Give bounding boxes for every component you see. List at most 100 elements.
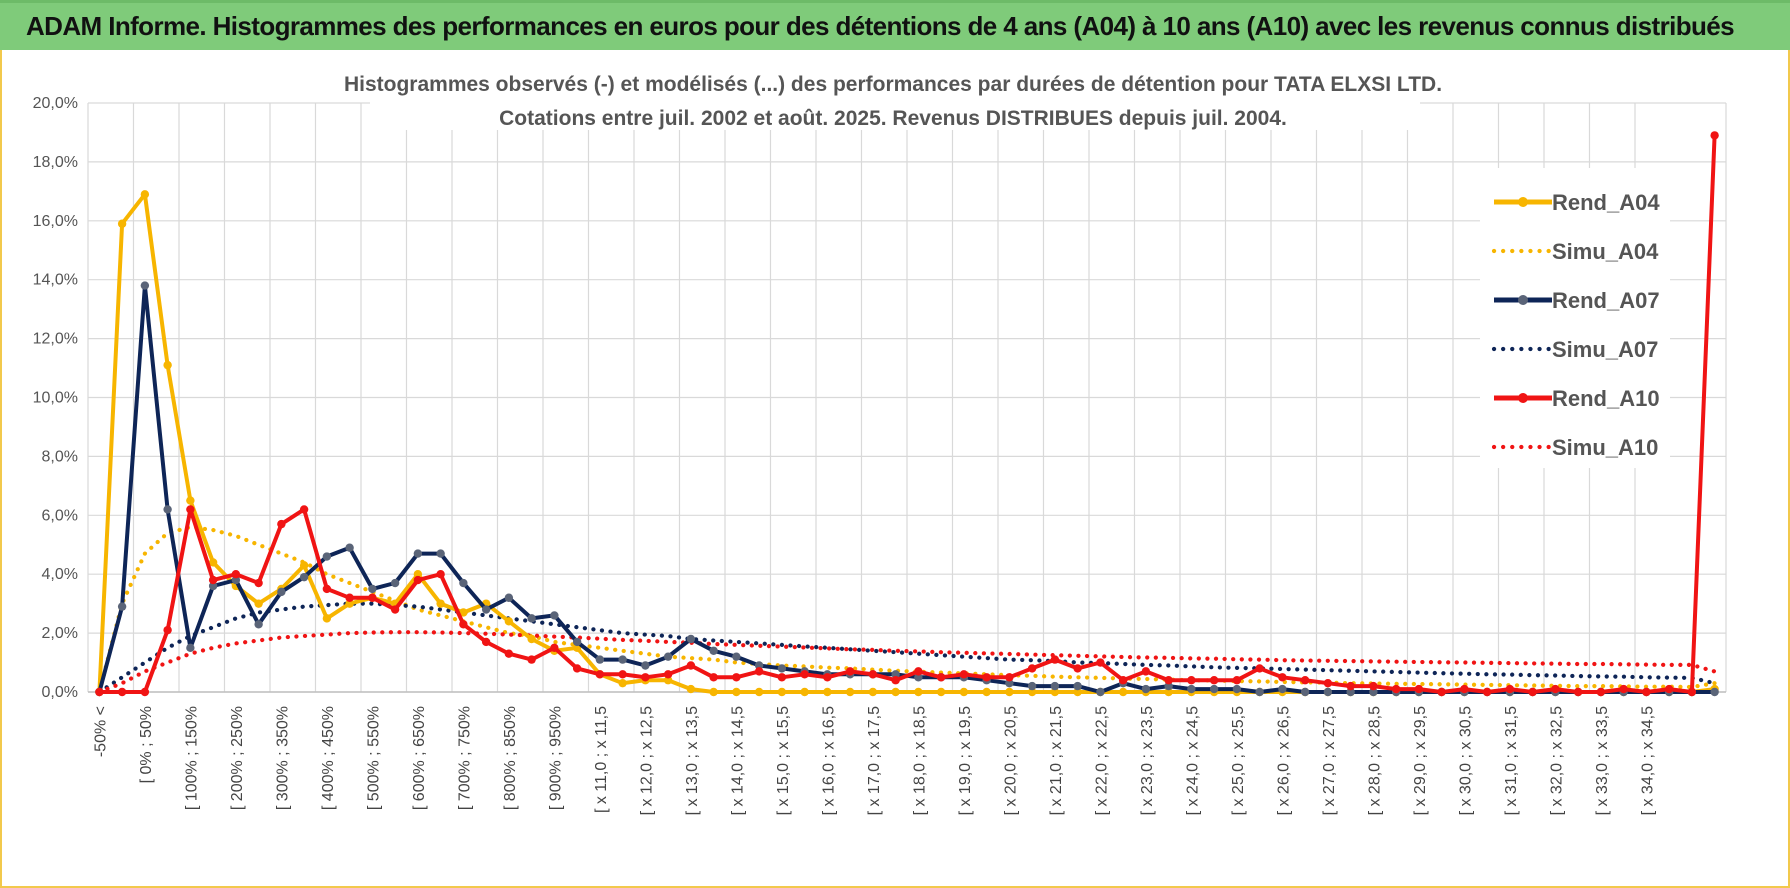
point-rend-a10 (1005, 673, 1014, 682)
point-rend-a10 (299, 505, 309, 514)
y-tick-label: 14,0% (33, 272, 78, 289)
point-rend-a10 (1050, 655, 1060, 664)
x-tick-label: [ 300% ; 350% (274, 706, 291, 810)
point-rend-a10 (1096, 658, 1105, 667)
histogram-chart: 0,0% 2,0% 4,0% 6,0% 8,0% 10,0% 12,0% 14,0% 16,0%… (33, 60, 1727, 816)
point-rend-a07 (117, 602, 127, 611)
point-rend-a10 (1369, 681, 1378, 691)
legend-label-rend-a04: Rend_A04 (1552, 190, 1660, 215)
point-rend-a07 (1096, 687, 1105, 697)
point-rend-a07 (231, 575, 241, 585)
point-rend-a10 (1118, 676, 1128, 685)
x-tick-label: [ 800% ; 850% (502, 706, 519, 810)
point-rend-a07 (777, 664, 787, 673)
point-rend-a04 (413, 570, 423, 579)
y-tick-label: 0,0% (42, 684, 78, 701)
point-rend-a10 (1346, 681, 1355, 691)
point-rend-a10 (1323, 678, 1333, 688)
point-rend-a10 (868, 670, 878, 679)
point-rend-a10 (572, 664, 582, 673)
legend-label-simu-a04: Simu_A04 (1552, 239, 1659, 264)
point-rend-a10 (208, 575, 218, 585)
point-rend-a04 (936, 687, 946, 697)
point-rend-a10 (1664, 684, 1674, 694)
point-rend-a10 (732, 673, 741, 682)
point-rend-a10 (1460, 684, 1469, 694)
point-rend-a10 (1710, 131, 1719, 140)
x-tick-label: [ x 26,0 ; x 26,5 (1275, 706, 1292, 816)
point-rend-a07 (368, 584, 377, 594)
report-banner: ADAM Informe. Histogrammes des performan… (0, 0, 1790, 50)
series-line-simu-a07 (97, 601, 1717, 695)
chart-title-block: Histogrammes observés (-) et modélisés (… (344, 60, 1442, 130)
point-rend-a07 (299, 572, 309, 582)
point-rend-a07 (1027, 681, 1037, 691)
point-rend-a10 (1164, 676, 1173, 685)
point-rend-a04 (163, 360, 172, 370)
point-rend-a04 (459, 608, 468, 617)
point-rend-a10 (1642, 687, 1651, 697)
point-rend-a04 (1005, 687, 1014, 697)
point-rend-a04 (845, 687, 855, 697)
point-rend-a10 (527, 655, 536, 664)
x-tick-label: [ x 24,0 ; x 24,5 (1184, 706, 1201, 816)
point-rend-a10 (709, 673, 718, 682)
x-tick-label: [ x 18,0 ; x 18,5 (911, 706, 928, 816)
report-title: ADAM Informe. Histogrammes des performan… (26, 11, 1735, 41)
point-rend-a10 (368, 593, 377, 602)
point-rend-a07 (277, 587, 286, 597)
y-tick-label: 6,0% (42, 507, 78, 524)
series-layer (95, 131, 1719, 697)
x-tick-label: [ 600% ; 650% (411, 706, 428, 810)
point-rend-a07 (481, 605, 491, 614)
point-rend-a04 (663, 676, 673, 685)
point-rend-a07 (1346, 687, 1355, 697)
point-rend-a10 (345, 593, 354, 602)
legend: Rend_A04 Simu_A04 Rend_A07 Simu_A07 Rend_A10… (1480, 168, 1670, 468)
point-rend-a10 (686, 661, 696, 670)
point-rend-a10 (641, 673, 650, 682)
point-rend-a07 (163, 505, 172, 514)
point-rend-a10 (436, 570, 445, 579)
point-rend-a04 (436, 599, 445, 608)
point-rend-a10 (959, 670, 969, 679)
legend-background (1480, 168, 1670, 468)
point-rend-a04 (891, 687, 900, 697)
point-rend-a07 (413, 549, 423, 558)
x-tick-label: [ x 34,0 ; x 34,5 (1639, 706, 1656, 816)
point-rend-a10 (936, 673, 946, 682)
y-tick-label: 10,0% (33, 390, 78, 407)
point-rend-a07 (345, 543, 354, 552)
point-rend-a07 (663, 652, 673, 661)
y-tick-label: 18,0% (33, 154, 78, 171)
point-rend-a07 (322, 552, 332, 561)
x-tick-label: [ x 31,0 ; x 31,5 (1503, 706, 1520, 816)
legend-label-simu-a10: Simu_A10 (1552, 435, 1658, 460)
point-rend-a07 (1209, 684, 1219, 694)
point-rend-a04 (914, 687, 923, 697)
point-rend-a10 (1437, 687, 1446, 697)
x-tick-label: [ x 27,0 ; x 27,5 (1321, 706, 1338, 816)
point-rend-a10 (1505, 684, 1515, 694)
point-rend-a10 (504, 649, 514, 658)
grid-layer (87, 102, 1727, 693)
point-rend-a10 (1528, 687, 1537, 697)
point-rend-a10 (459, 620, 468, 629)
point-rend-a07 (1300, 687, 1310, 697)
point-rend-a10 (1482, 687, 1492, 697)
point-rend-a10 (1073, 664, 1082, 673)
x-tick-label: [ x 33,0 ; x 33,5 (1594, 706, 1611, 816)
point-rend-a04 (322, 614, 332, 623)
x-tick-label: [ x 32,0 ; x 32,5 (1548, 706, 1565, 816)
legend-label-simu-a07: Simu_A07 (1552, 337, 1658, 362)
point-rend-a10 (254, 578, 263, 588)
point-rend-a04 (800, 687, 809, 697)
x-tick-label: [ x 19,0 ; x 19,5 (957, 706, 974, 816)
point-rend-a04 (868, 687, 878, 697)
series-line-simu-a10 (97, 630, 1717, 695)
point-rend-a07 (1073, 681, 1082, 691)
point-rend-a07 (1369, 687, 1378, 697)
point-rend-a04 (777, 687, 787, 697)
x-tick-label: [ x 17,0 ; x 17,5 (866, 706, 883, 816)
point-rend-a10 (1141, 667, 1151, 676)
